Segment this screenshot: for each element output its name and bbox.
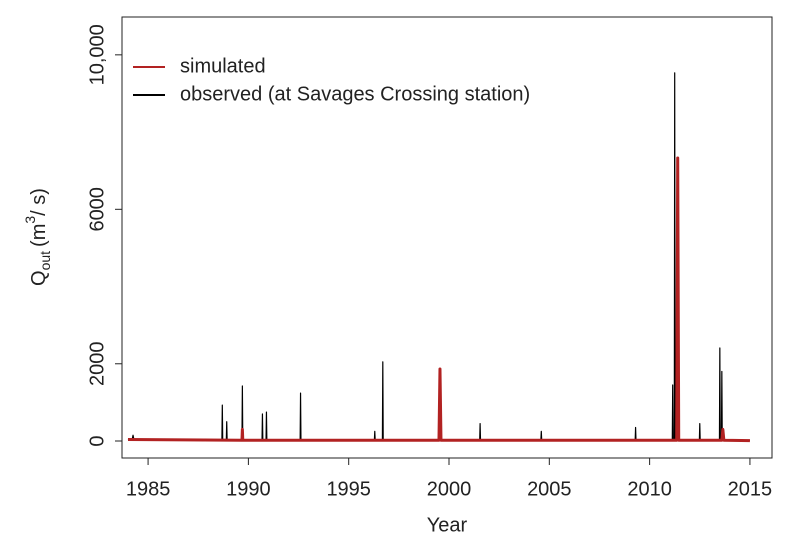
x-tick-label: 2000	[427, 478, 472, 500]
x-tick-label: 2010	[627, 478, 672, 500]
legend-label: observed (at Savages Crossing station)	[180, 83, 530, 105]
x-tick-label: 2015	[728, 478, 773, 500]
x-tick-label: 1985	[126, 478, 171, 500]
x-tick-label: 1990	[226, 478, 271, 500]
y-label-unit: (m	[28, 224, 50, 247]
y-axis-label: Qout (m3/ s)	[22, 188, 53, 286]
series-line	[128, 156, 750, 443]
y-label-main: Q	[28, 270, 50, 286]
x-tick-label: 2005	[527, 478, 572, 500]
y-label-unit-end: / s)	[28, 188, 50, 216]
plot-frame	[121, 16, 773, 459]
y-tick-label: 0	[86, 435, 108, 446]
y-tick-label: 2000	[86, 342, 108, 387]
x-axis-label: Year	[427, 514, 468, 536]
y-tick-label: 10,000	[86, 24, 108, 85]
y-tick-label: 6000	[86, 187, 108, 232]
legend-label: simulated	[180, 55, 266, 77]
x-tick-label: 1995	[326, 478, 371, 500]
y-label-sub: out	[37, 251, 53, 271]
y-label-sup: 3	[22, 216, 38, 224]
